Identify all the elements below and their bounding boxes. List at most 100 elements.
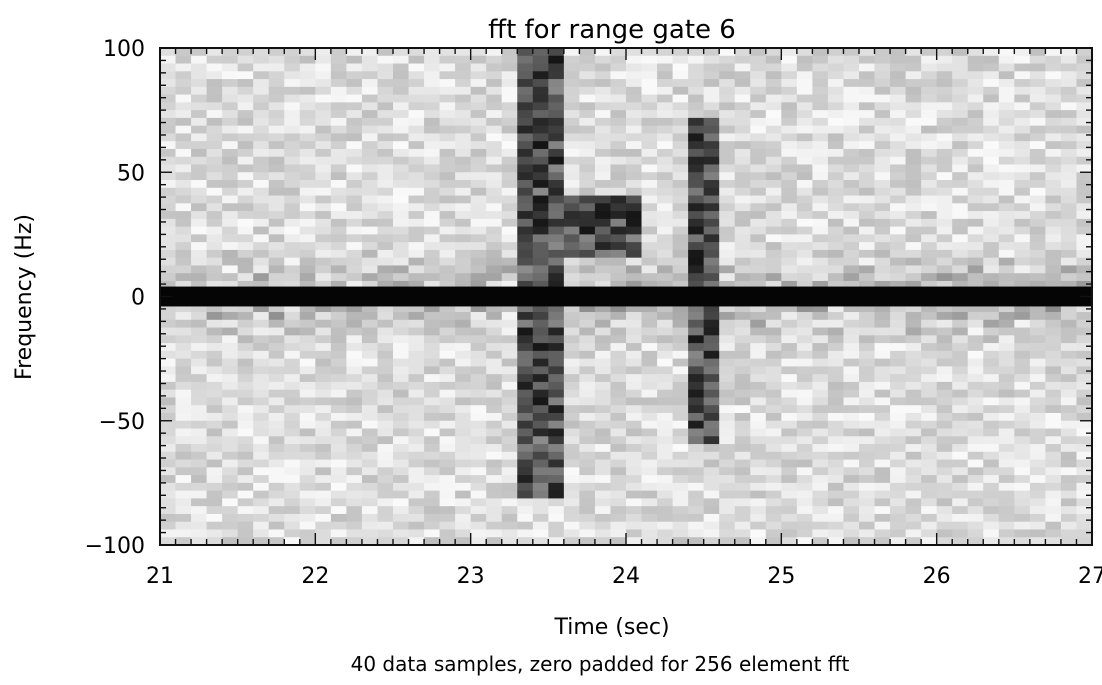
heatmap-cell [952, 506, 969, 515]
heatmap-cell [284, 444, 301, 453]
heatmap-cell [1060, 513, 1078, 523]
heatmap-cell [1029, 94, 1046, 103]
heatmap-cell [563, 86, 580, 96]
heatmap-cell [998, 506, 1015, 515]
heatmap-cell [268, 48, 285, 57]
heatmap-cell [393, 211, 410, 220]
heatmap-cell [657, 451, 674, 461]
heatmap-cell [532, 133, 549, 142]
heatmap-cell [967, 343, 984, 352]
heatmap-cell [393, 234, 410, 243]
heatmap-cell [843, 187, 860, 197]
heatmap-cell [983, 412, 1000, 422]
heatmap-cell [470, 381, 487, 391]
heatmap-cell [424, 86, 441, 96]
heatmap-cell [657, 48, 674, 57]
heatmap-cell [299, 490, 316, 500]
heatmap-cell [688, 397, 705, 406]
heatmap-cell [284, 304, 301, 313]
heatmap-cell [641, 242, 658, 251]
heatmap-cell [1029, 490, 1046, 500]
heatmap-cell [812, 172, 829, 181]
heatmap-cell [1045, 48, 1062, 57]
heatmap-cell [1029, 350, 1046, 360]
heatmap-cell [750, 79, 767, 88]
heatmap-cell [501, 164, 518, 173]
heatmap-cell [563, 187, 580, 197]
heatmap-cell [641, 436, 658, 445]
heatmap-cell [222, 257, 239, 267]
heatmap-cell [501, 343, 518, 352]
heatmap-cell [781, 397, 798, 406]
heatmap-cell [890, 234, 907, 243]
heatmap-cell [253, 467, 270, 476]
heatmap-cell [532, 475, 549, 484]
heatmap-cell [486, 280, 503, 290]
heatmap-cell [734, 63, 751, 72]
heatmap-cell [641, 273, 658, 282]
heatmap-cell [501, 102, 518, 111]
heatmap-cell [408, 187, 425, 197]
heatmap-cell [626, 156, 643, 166]
heatmap-cell [874, 71, 891, 80]
heatmap-cell [1060, 312, 1078, 321]
heatmap-cell [905, 211, 922, 220]
heatmap-cell [734, 195, 751, 204]
heatmap-cell [486, 125, 503, 135]
heatmap-cell [610, 358, 627, 367]
heatmap-cell [517, 265, 534, 274]
heatmap-cell [719, 156, 736, 166]
heatmap-cell [237, 55, 254, 65]
heatmap-cell [253, 335, 270, 344]
heatmap-cell [610, 211, 627, 220]
heatmap-cell [315, 428, 332, 437]
heatmap-cell [672, 125, 689, 135]
heatmap-cell [1060, 350, 1078, 360]
heatmap-cell [579, 203, 596, 212]
heatmap-cell [843, 125, 860, 135]
heatmap-cell [191, 164, 208, 173]
heatmap-cell [967, 125, 984, 135]
heatmap-cell [657, 79, 674, 88]
heatmap-cell [330, 490, 347, 500]
heatmap-cell [330, 125, 347, 135]
heatmap-cell [874, 389, 891, 399]
heatmap-cell [206, 343, 223, 352]
heatmap-cell [486, 358, 503, 367]
heatmap-cell [594, 117, 612, 127]
heatmap-cell [626, 506, 643, 515]
heatmap-cell [998, 358, 1015, 367]
heatmap-cell [160, 187, 177, 197]
heatmap-cell [672, 187, 689, 197]
heatmap-cell [874, 203, 891, 212]
heatmap-cell [299, 405, 316, 414]
heatmap-cell [657, 381, 674, 391]
heatmap-cell [983, 203, 1000, 212]
heatmap-cell [688, 63, 705, 72]
heatmap-cell [812, 358, 829, 367]
heatmap-cell [750, 102, 767, 111]
heatmap-cell [688, 537, 705, 546]
heatmap-cell [610, 164, 627, 173]
heatmap-cell [610, 467, 627, 476]
heatmap-cell [439, 273, 456, 282]
heatmap-cell [921, 211, 938, 220]
heatmap-cell [781, 141, 798, 150]
heatmap-cell [983, 506, 1000, 515]
heatmap-cell [548, 180, 565, 189]
heatmap-cell [393, 420, 410, 430]
heatmap-cell [455, 490, 472, 500]
heatmap-cell [393, 537, 410, 546]
heatmap-cell [874, 412, 891, 422]
heatmap-cell [1014, 48, 1031, 57]
heatmap-cell [455, 234, 472, 243]
heatmap-cell [393, 459, 410, 468]
heatmap-cell [765, 428, 782, 437]
heatmap-cell [315, 389, 332, 399]
heatmap-cell [998, 335, 1015, 344]
heatmap-cell [408, 234, 425, 243]
heatmap-cell [315, 506, 332, 515]
heatmap-cell [439, 451, 456, 461]
heatmap-cell [361, 117, 379, 127]
heatmap-cell [1029, 249, 1046, 259]
